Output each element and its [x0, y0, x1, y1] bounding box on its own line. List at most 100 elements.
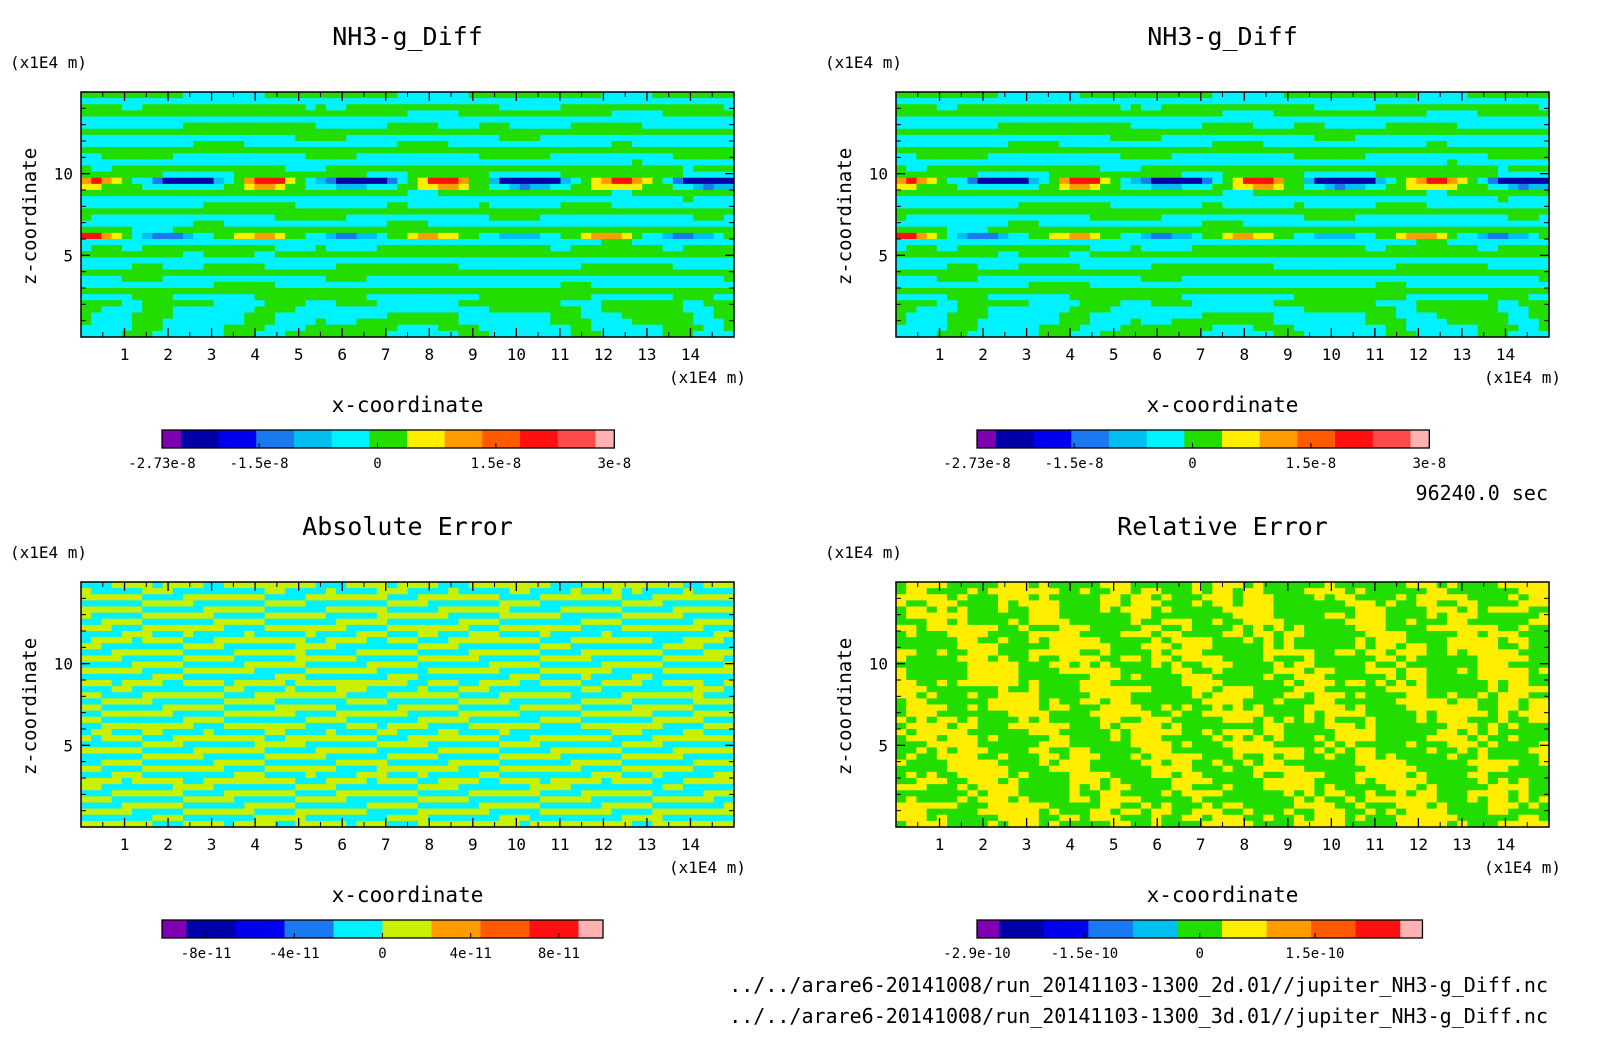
heatmap-cell [203, 202, 215, 209]
heatmap-cell [621, 177, 633, 185]
heatmap-cell [366, 177, 378, 185]
heatmap-cell [1375, 269, 1387, 277]
y-axis-label: z-coordinate [19, 148, 41, 285]
heatmap-cell [540, 306, 551, 314]
heatmap-cell [121, 183, 133, 191]
heatmap-cell [631, 300, 643, 307]
heatmap-cell [193, 153, 205, 160]
heatmap-cell [540, 141, 551, 148]
heatmap-cell [1059, 239, 1071, 246]
heatmap-cell [642, 116, 653, 124]
heatmap-cell [1508, 232, 1519, 240]
heatmap-cell [244, 159, 256, 167]
heatmap-cell [1395, 153, 1407, 160]
heatmap-cell [1508, 196, 1519, 203]
heatmap-cell [234, 202, 245, 209]
heatmap-cell [81, 134, 92, 142]
heatmap-cell [601, 171, 613, 179]
heatmap-cell [713, 116, 725, 124]
heatmap-cell [264, 165, 276, 173]
heatmap-cell [336, 122, 347, 130]
heatmap-cell [1151, 171, 1162, 179]
heatmap-cell [254, 122, 266, 130]
heatmap-cell [1314, 165, 1326, 173]
heatmap-cell [193, 275, 205, 283]
heatmap-cell [1365, 196, 1377, 203]
heatmap-cell [427, 281, 439, 289]
heatmap-cell [417, 214, 429, 222]
heatmap-cell [1406, 214, 1417, 222]
heatmap-cell [652, 128, 664, 136]
heatmap-cell [1406, 171, 1417, 179]
heatmap-cell [1467, 257, 1479, 265]
heatmap-cell [152, 288, 164, 295]
heatmap-cell [936, 147, 948, 154]
heatmap-cell [1059, 92, 1071, 99]
heatmap-cell [1130, 171, 1142, 179]
heatmap-cell [1018, 300, 1030, 307]
heatmap-cell [509, 269, 521, 277]
heatmap-cell [977, 232, 989, 240]
heatmap-cell [1426, 306, 1438, 314]
heatmap-cell [499, 220, 511, 228]
heatmap-cell [1049, 220, 1060, 228]
heatmap-cell [1079, 208, 1091, 216]
heatmap-cell [1018, 239, 1030, 246]
heatmap-cell [1008, 165, 1020, 173]
heatmap-cell [1242, 177, 1254, 185]
heatmap-cell [213, 245, 225, 252]
heatmap-cell [570, 220, 582, 228]
heatmap-cell [1069, 220, 1081, 228]
heatmap-cell [1446, 92, 1458, 99]
heatmap-cell [1161, 275, 1173, 283]
heatmap-cell [315, 220, 327, 228]
heatmap-cell [1304, 147, 1315, 154]
heatmap-cell [987, 190, 999, 197]
heatmap-cell [1130, 98, 1142, 105]
heatmap-cell [1222, 300, 1234, 307]
heatmap-cell [519, 226, 531, 234]
heatmap-cell [499, 275, 511, 283]
heatmap-cell [703, 171, 715, 179]
heatmap-cell [285, 294, 296, 301]
heatmap-cell [336, 128, 347, 136]
heatmap-cell [234, 288, 245, 295]
heatmap-cell [142, 147, 154, 154]
heatmap-cell [1253, 202, 1264, 209]
heatmap-cell [1416, 177, 1428, 185]
heatmap-cell [407, 318, 419, 326]
heatmap-cell [1518, 208, 1530, 216]
heatmap-cell [387, 141, 398, 148]
heatmap-cell [132, 318, 143, 326]
heatmap-cell [325, 141, 337, 148]
heatmap-cell [162, 116, 174, 124]
heatmap-cell [152, 257, 164, 265]
heatmap-cell [1528, 159, 1540, 167]
heatmap-cell [244, 116, 256, 124]
heatmap-cell [601, 300, 613, 307]
heatmap-cell [987, 269, 999, 277]
heatmap-cell [1222, 104, 1234, 111]
heatmap-cell [489, 190, 500, 197]
heatmap-cell [896, 226, 907, 234]
heatmap-cell [121, 263, 133, 271]
heatmap-cell [601, 324, 613, 332]
heatmap-cell [601, 294, 613, 301]
heatmap-cell [295, 147, 307, 154]
heatmap-cell [550, 92, 562, 99]
heatmap-cell [1365, 232, 1377, 240]
heatmap-cell [1069, 251, 1081, 258]
heatmap-cell [142, 330, 154, 338]
heatmap-cell [631, 239, 643, 246]
heatmap-cell [468, 92, 480, 99]
heatmap-cell [1324, 153, 1336, 160]
heatmap-cell [1222, 288, 1234, 295]
heatmap-cell [183, 281, 194, 289]
heatmap-cell [1028, 226, 1040, 234]
heatmap-cell [1487, 190, 1499, 197]
heatmap-cell [315, 288, 327, 295]
heatmap-cell [1365, 251, 1377, 258]
heatmap-cell [193, 92, 205, 99]
heatmap-cell [1324, 232, 1336, 240]
colorbar-swatch [557, 430, 596, 448]
